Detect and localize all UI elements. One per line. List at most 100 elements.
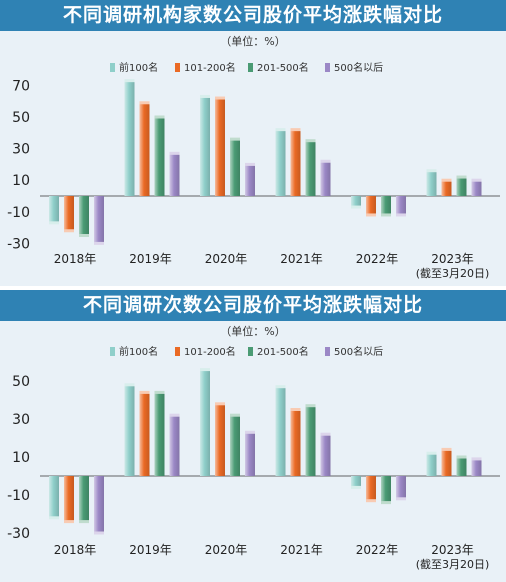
y-tick-label: 30 [12,142,30,158]
bar-cap [49,221,59,225]
bar [366,196,376,215]
bar [305,405,316,476]
bar [215,403,225,476]
bar-cap [366,213,376,217]
x-tick-label: 2023年 [431,543,474,557]
bar [366,476,376,501]
bar-cap [200,368,210,372]
y-tick-label: -30 [7,236,30,252]
bar-cap [200,94,210,98]
bar [426,170,437,196]
x-tick-note: (截至3月20日) [416,266,490,280]
bar-cap [351,485,361,489]
bar-cap [154,115,165,119]
bar [290,129,301,196]
bar-cap [471,457,482,461]
bar [139,102,150,196]
bar [154,117,165,196]
x-tick-label: 2021年 [280,543,323,557]
bar-cap [275,128,286,132]
chart-unit-2: （单位：%） [220,325,286,338]
legend-swatch [248,347,253,356]
bar [351,476,361,488]
x-tick-label: 2018年 [54,252,97,266]
bar-cap [124,383,135,387]
x-tick-note: (截至3月20日) [416,557,490,571]
x-tick-label: 2022年 [356,252,399,266]
bar [49,196,59,223]
bar-cap [275,385,286,389]
bar-cap [305,139,316,143]
bar [290,409,301,476]
chart-title-2: 不同调研次数公司股价平均涨跌幅对比 [0,290,506,321]
bar [230,415,240,476]
x-tick-label: 2023年 [431,252,474,266]
x-tick-label: 2020年 [205,252,248,266]
bar-cap [215,96,225,100]
chart-panel-1: 不同调研机构家数公司股价平均涨跌幅对比 （单位：%） 前100名 101-200名… [0,0,506,286]
bar-cap [245,430,255,434]
chart-svg-1: 前100名 101-200名 201-500名 500名以后 70 50 30 10 -10 -3… [7,61,500,280]
bar-cap [79,520,89,524]
y-tick-label: -10 [7,488,30,504]
bar-cap [49,516,59,520]
bar [79,196,89,236]
legend-label: 500名以后 [334,61,383,74]
x-tick-label: 2020年 [205,543,248,557]
bar [230,139,240,196]
x-tick-label: 2018年 [54,543,97,557]
chart-svg-2: 前100名 101-200名 201-500名 500名以后 50 30 10 -10 -30 2… [7,345,500,571]
chart-panel-2: 不同调研次数公司股价平均涨跌幅对比 （单位：%） 前100名 101-200名 20… [0,290,506,582]
bar [441,180,452,196]
bar-cap [471,178,482,182]
bar [456,177,467,196]
bar-cap [169,413,180,417]
bar-cap [381,213,391,217]
y-tick-label: 50 [12,374,30,390]
bar [245,432,255,476]
bar [124,80,135,196]
bar-cap [396,497,406,501]
x-tick-label: 2019年 [129,252,172,266]
bar-cap [426,451,437,455]
bar-cap [366,499,376,503]
y-tick-label: 50 [12,110,30,126]
x-tick-label: 2021年 [280,252,323,266]
bar [381,476,391,503]
chart-unit-1: （单位：%） [220,35,286,48]
bar-cap [154,390,165,394]
bar-cap [79,234,89,237]
bar-cap [230,413,240,417]
bar [215,98,225,196]
bar-cap [305,404,316,408]
bar [396,476,406,499]
bar [396,196,406,215]
bar [200,96,210,196]
legend-label: 101-200名 [184,61,236,74]
bar-cap [215,402,225,406]
legend-swatch [325,63,330,72]
bar-cap [351,205,361,209]
legend-swatch [248,63,253,72]
bar-cap [64,520,74,524]
bar [441,449,452,476]
bar [200,369,210,476]
legend-swatch [175,63,180,72]
bar-cap [320,159,331,163]
x-tick-label: 2022年 [356,543,399,557]
y-tick-label: 10 [12,173,30,189]
bar [381,196,391,215]
bar [471,458,482,476]
bar-cap [381,501,391,505]
bar-cap [124,79,135,83]
bar [139,392,150,476]
bar-cap [245,162,255,166]
bar-cap [230,137,240,141]
y-tick-label: -10 [7,205,30,221]
bar [94,196,104,244]
x-tick-label: 2019年 [129,543,172,557]
legend-swatch [175,347,180,356]
bar [456,457,467,476]
bar [49,476,59,518]
bar [154,392,165,476]
